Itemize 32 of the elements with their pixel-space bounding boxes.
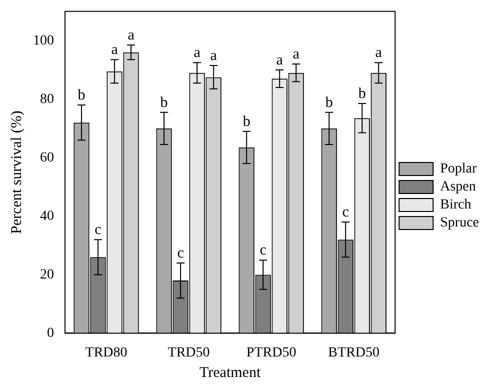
- x-tick-label: BTRD50: [328, 345, 380, 360]
- legend-label: Poplar: [440, 162, 478, 177]
- y-axis-title: Percent survival (%): [8, 110, 25, 234]
- x-axis-title: Treatment: [200, 364, 262, 381]
- legend-label: Spruce: [440, 216, 480, 231]
- y-tick-label: 80: [40, 92, 54, 107]
- y-tick-label: 100: [33, 33, 54, 48]
- y-tick-label: 40: [40, 208, 54, 224]
- annotation: c: [260, 242, 267, 258]
- annotation: b: [78, 87, 86, 104]
- annotation: a: [210, 48, 218, 64]
- annotation: a: [292, 46, 300, 62]
- annotation: a: [375, 45, 382, 62]
- annotation: a: [128, 27, 135, 44]
- x-tick-label: TRD80: [85, 345, 128, 360]
- legend-label: Birch: [440, 198, 472, 213]
- annotation: b: [242, 114, 250, 130]
- annotation: b: [358, 86, 366, 102]
- x-tick-label: PTRD50: [246, 345, 296, 360]
- annotation: b: [160, 94, 168, 111]
- annotation: a: [111, 42, 118, 58]
- legend-label: Aspen: [440, 180, 476, 195]
- annotation: c: [342, 204, 350, 220]
- x-tick-label: TRD50: [168, 345, 210, 360]
- annotation: a: [194, 45, 201, 62]
- y-tick-label: 60: [40, 150, 54, 166]
- annotation: c: [94, 222, 102, 238]
- annotation: c: [177, 245, 184, 262]
- y-tick-label: 0: [47, 326, 54, 341]
- annotation: b: [325, 94, 333, 111]
- y-tick-label: 20: [40, 267, 54, 282]
- annotation: a: [276, 52, 284, 68]
